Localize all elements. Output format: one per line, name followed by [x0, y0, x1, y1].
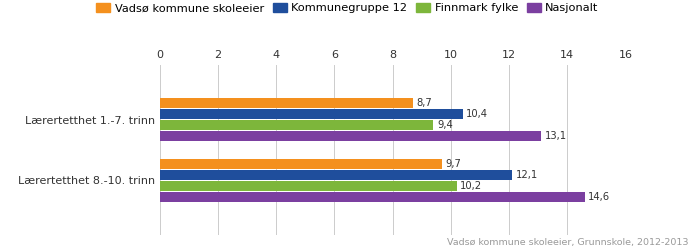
Text: 10,2: 10,2 — [460, 181, 482, 191]
Text: 13,1: 13,1 — [545, 131, 566, 141]
Bar — [160, 120, 434, 130]
Text: 12,1: 12,1 — [516, 170, 538, 180]
Text: 14,6: 14,6 — [588, 192, 610, 202]
Bar — [160, 110, 463, 119]
Text: 9,7: 9,7 — [445, 159, 461, 169]
Bar — [160, 98, 413, 108]
Text: Vadsø kommune skoleeier, Grunnskole, 2012-2013: Vadsø kommune skoleeier, Grunnskole, 201… — [447, 238, 688, 248]
Text: 10,4: 10,4 — [466, 109, 488, 119]
Legend: Vadsø kommune skoleeier, Kommunegruppe 12, Finnmark fylke, Nasjonalt: Vadsø kommune skoleeier, Kommunegruppe 1… — [92, 0, 603, 18]
Bar — [160, 170, 512, 180]
Bar — [160, 192, 584, 202]
Text: 9,4: 9,4 — [437, 120, 452, 130]
Bar — [160, 181, 457, 190]
Bar — [160, 159, 442, 169]
Bar — [160, 131, 541, 141]
Text: 8,7: 8,7 — [416, 98, 432, 108]
